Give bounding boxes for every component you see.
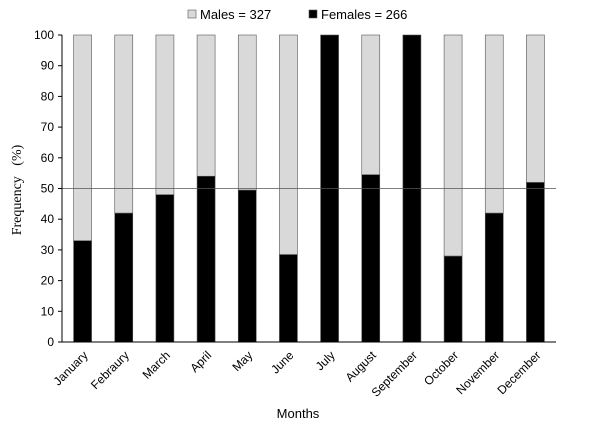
y-tick-label-100: 100 <box>34 28 54 42</box>
y-tick-label-40: 40 <box>41 212 55 226</box>
bar-females-january <box>73 240 92 343</box>
bar-males-febraury <box>114 34 134 214</box>
y-tick-label-70: 70 <box>41 120 55 134</box>
bar-males-august <box>361 34 381 175</box>
y-tick-label-20: 20 <box>41 274 55 288</box>
x-tick-label-july: July <box>313 348 338 373</box>
bar-females-december <box>526 182 545 343</box>
legend-label-females: Females = 266 <box>321 7 407 22</box>
x-tick-label-febraury: Febraury <box>88 348 132 392</box>
bar-males-december <box>526 34 545 183</box>
bar-females-april <box>196 175 216 343</box>
y-tick-label-90: 90 <box>41 59 55 73</box>
bar-females-november <box>484 212 504 343</box>
bar-females-march <box>155 194 175 343</box>
legend-label-males: Males = 327 <box>200 7 271 22</box>
bar-males-march <box>155 34 175 195</box>
x-tick-label-june: June <box>268 348 297 377</box>
y-axis: 0 10 20 30 40 50 60 70 80 90 100 <box>34 28 63 349</box>
x-tick-label-january: January <box>51 348 91 388</box>
legend: Males = 327 Females = 266 <box>187 7 407 22</box>
bar-females-febraury <box>114 212 134 343</box>
x-tick-label-august: August <box>343 348 380 385</box>
bar-females-june <box>279 254 298 343</box>
bar-females-august <box>361 174 381 343</box>
x-tick-label-may: May <box>229 348 255 374</box>
y-tick-label-50: 50 <box>41 182 55 196</box>
x-tick-label-december: December <box>494 348 543 397</box>
bar-males-june <box>279 34 298 255</box>
y-tick-label-60: 60 <box>41 151 55 165</box>
y-tick-label-0: 0 <box>47 335 54 349</box>
y-tick-label-80: 80 <box>41 89 55 103</box>
bar-males-may <box>237 34 257 191</box>
bar-females-october <box>443 255 463 343</box>
legend-swatch-males <box>187 9 197 19</box>
x-tick-label-april: April <box>187 348 214 375</box>
x-tick-label-march: March <box>140 348 173 381</box>
y-axis-label: Frequency (%) <box>10 144 25 235</box>
plot-area <box>62 34 556 343</box>
bar-females-may <box>237 189 257 343</box>
y-tick-label-30: 30 <box>41 243 55 257</box>
x-axis-label: Months <box>277 406 320 421</box>
y-tick-label-10: 10 <box>41 304 55 318</box>
bar-males-april <box>196 34 216 177</box>
legend-swatch-females <box>308 9 318 19</box>
bar-males-january <box>73 34 92 241</box>
bar-males-october <box>443 34 463 257</box>
x-tick-label-october: October <box>421 348 461 388</box>
x-tick-label-november: November <box>453 348 502 397</box>
bar-males-november <box>484 34 504 214</box>
